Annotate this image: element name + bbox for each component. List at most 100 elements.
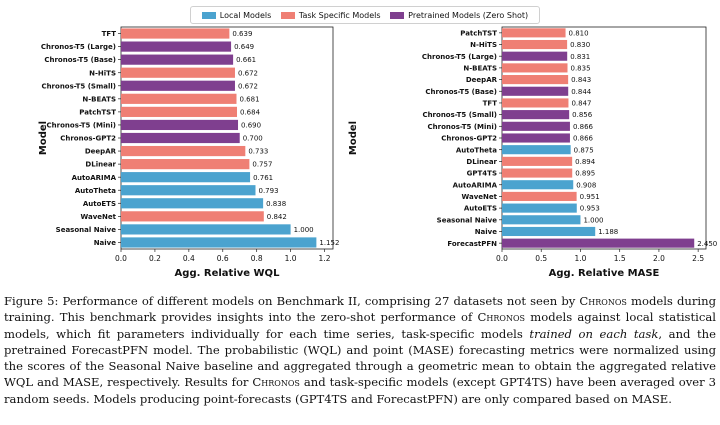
mase-bar — [502, 226, 596, 237]
mase-value-label: 1.000 — [583, 216, 603, 224]
wql-value-label: 0.661 — [236, 56, 256, 64]
wql-bar — [121, 185, 256, 196]
wql-x-tick-label: 0.8 — [251, 254, 263, 263]
mase-value-label: 0.856 — [572, 111, 593, 119]
mase-x-tick-label: 0.0 — [496, 254, 508, 263]
mase-bar — [502, 180, 574, 190]
wql-bar — [121, 237, 317, 248]
wql-category-label: PatchTST — [79, 108, 116, 116]
mase-bar — [502, 63, 568, 73]
mase-bar — [502, 28, 566, 38]
mase-bar — [502, 75, 569, 85]
caption-text-3: models against local statistical models,… — [4, 310, 716, 341]
mase-category-label: Naive — [475, 228, 498, 236]
wql-value-label: 0.757 — [252, 161, 272, 169]
mase-value-label: 0.847 — [571, 100, 591, 108]
wql-category-label: N-HiTS — [89, 69, 116, 77]
wql-value-label: 0.690 — [241, 122, 261, 130]
mase-value-label: 0.951 — [580, 193, 600, 201]
wql-category-label: Chronos-T5 (Small) — [41, 82, 116, 90]
wql-bar — [121, 132, 240, 144]
mase-value-label: 0.875 — [574, 146, 594, 154]
wql-category-label: AutoTheta — [75, 187, 116, 195]
wql-category-label: AutoARIMA — [72, 174, 117, 182]
wql-category-label: DLinear — [85, 161, 116, 169]
mase-category-label: GPT4TS — [467, 170, 497, 178]
mase-value-label: 0.953 — [580, 205, 600, 213]
caption-text-4: , and the pretrained ForecastPFN model. … — [4, 326, 717, 390]
mase-x-tick-label: 1.0 — [574, 254, 586, 263]
mase-bar — [502, 145, 571, 155]
mase-category-label: AutoTheta — [456, 146, 497, 154]
legend-item-local: Local Models — [201, 11, 271, 20]
wql-bar — [121, 172, 251, 183]
caption-text-1: Figure 5: Performance of different model… — [4, 294, 580, 308]
wql-value-label: 0.649 — [234, 43, 254, 51]
mase-bar — [502, 86, 569, 96]
mase-bar — [502, 215, 581, 225]
mase-bar — [502, 121, 570, 131]
wql-bar — [121, 145, 246, 157]
wql-value-label: 0.639 — [232, 30, 252, 38]
mase-category-label: ForecastPFN — [447, 240, 497, 248]
caption-chronos-3: Chronos — [252, 375, 300, 390]
wql-value-label: 0.681 — [239, 95, 259, 103]
wql-value-label: 1.000 — [294, 226, 314, 234]
mase-category-label: AutoETS — [464, 205, 497, 213]
figure-caption: Figure 5: Performance of different model… — [4, 293, 716, 407]
mase-bar — [502, 39, 568, 50]
wql-category-label: Chronos-T5 (Large) — [41, 43, 116, 51]
wql-value-label: 0.793 — [258, 187, 278, 195]
mase-category-label: PatchTST — [460, 29, 497, 37]
mase-bar — [502, 168, 573, 178]
caption-italic: trained on each task — [529, 326, 659, 341]
mase-x-tick-label: 2.0 — [653, 254, 665, 263]
mase-category-label: Seasonal Naive — [437, 216, 498, 224]
mase-category-label: WaveNet — [462, 193, 498, 201]
mase-category-label: TFT — [483, 100, 498, 108]
legend-item-pretrained: Pretrained Models (Zero Shot) — [390, 11, 528, 20]
caption-chronos-2: Chronos — [477, 310, 526, 325]
wql-x-axis-title: Agg. Relative WQL — [175, 268, 281, 279]
mase-value-label: 0.830 — [570, 41, 590, 49]
wql-category-label: Seasonal Naive — [56, 226, 117, 234]
mase-bar — [502, 133, 570, 143]
mase-bar — [502, 191, 577, 201]
legend-label-task: Task Specific Models — [298, 10, 381, 20]
wql-category-label: AutoETS — [83, 200, 116, 208]
wql-value-label: 0.672 — [238, 69, 258, 77]
mase-category-label: N-BEATS — [463, 64, 497, 72]
mase-value-label: 0.908 — [576, 181, 596, 189]
caption-text-5: and task-specific models (except GPT4TS)… — [4, 375, 716, 406]
wql-category-label: WaveNet — [81, 213, 117, 221]
legend-swatch-local — [201, 11, 216, 19]
wql-value-label: 0.684 — [240, 108, 261, 116]
mase-bar — [502, 238, 695, 248]
mase-bar — [502, 98, 569, 108]
wql-value-label: 0.838 — [266, 200, 286, 208]
wql-x-tick-label: 0.0 — [115, 254, 127, 263]
caption-text-2: models during training. This benchmark p… — [4, 294, 716, 325]
mase-x-axis-title: Agg. Relative MASE — [549, 268, 660, 279]
wql-value-label: 0.700 — [243, 135, 263, 143]
wql-bar — [121, 93, 237, 104]
mase-category-label: Chronos-T5 (Mini) — [428, 123, 497, 131]
wql-bar — [121, 41, 232, 52]
mase-value-label: 0.895 — [575, 170, 595, 178]
wql-bar-chart: TFT 0.639 Chronos-T5 (Large) 0.649 Chronos-T… — [38, 26, 339, 279]
mase-category-label: N-HiTS — [470, 41, 497, 49]
mase-category-label: Chronos-T5 (Large) — [422, 53, 497, 61]
mase-category-label: Chronos-T5 (Base) — [425, 88, 497, 96]
mase-bar — [502, 203, 577, 213]
wql-value-label: 0.733 — [248, 148, 268, 156]
wql-bar — [121, 119, 239, 131]
mase-value-label: 0.810 — [569, 29, 589, 37]
wql-bar — [121, 106, 238, 117]
wql-x-tick-label: 0.4 — [183, 254, 195, 263]
wql-category-label: DeepAR — [85, 148, 117, 156]
mase-value-label: 1.188 — [598, 228, 618, 236]
mase-bar — [502, 110, 570, 120]
mase-value-label: 0.844 — [571, 88, 592, 96]
mase-value-label: 0.866 — [573, 123, 594, 131]
mase-x-tick-label: 1.5 — [614, 254, 626, 263]
